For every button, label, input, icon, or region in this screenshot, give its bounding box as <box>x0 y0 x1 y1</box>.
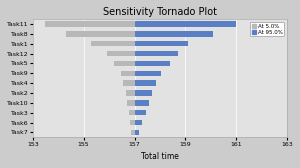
Bar <box>134 130 139 135</box>
Bar <box>134 31 213 37</box>
Bar <box>123 80 134 86</box>
Bar <box>134 80 156 86</box>
Bar <box>134 61 170 66</box>
Bar <box>134 71 161 76</box>
Bar <box>121 71 134 76</box>
Bar <box>134 120 142 125</box>
Bar <box>106 51 134 56</box>
Bar <box>134 100 148 106</box>
Bar <box>134 110 146 115</box>
X-axis label: Total time: Total time <box>141 152 179 161</box>
Bar <box>66 31 134 37</box>
Bar <box>91 41 134 46</box>
Bar <box>46 21 134 27</box>
Bar <box>131 130 134 135</box>
Bar <box>134 21 236 27</box>
Bar <box>128 100 134 106</box>
Bar <box>114 61 134 66</box>
Title: Sensitivity Tornado Plot: Sensitivity Tornado Plot <box>103 7 217 17</box>
Bar <box>130 120 134 125</box>
Bar <box>134 41 188 46</box>
Bar <box>134 51 178 56</box>
Bar <box>126 90 134 96</box>
Legend: At 5.0%, At 95.0%: At 5.0%, At 95.0% <box>250 22 284 36</box>
Bar <box>134 90 152 96</box>
Bar <box>129 110 134 115</box>
